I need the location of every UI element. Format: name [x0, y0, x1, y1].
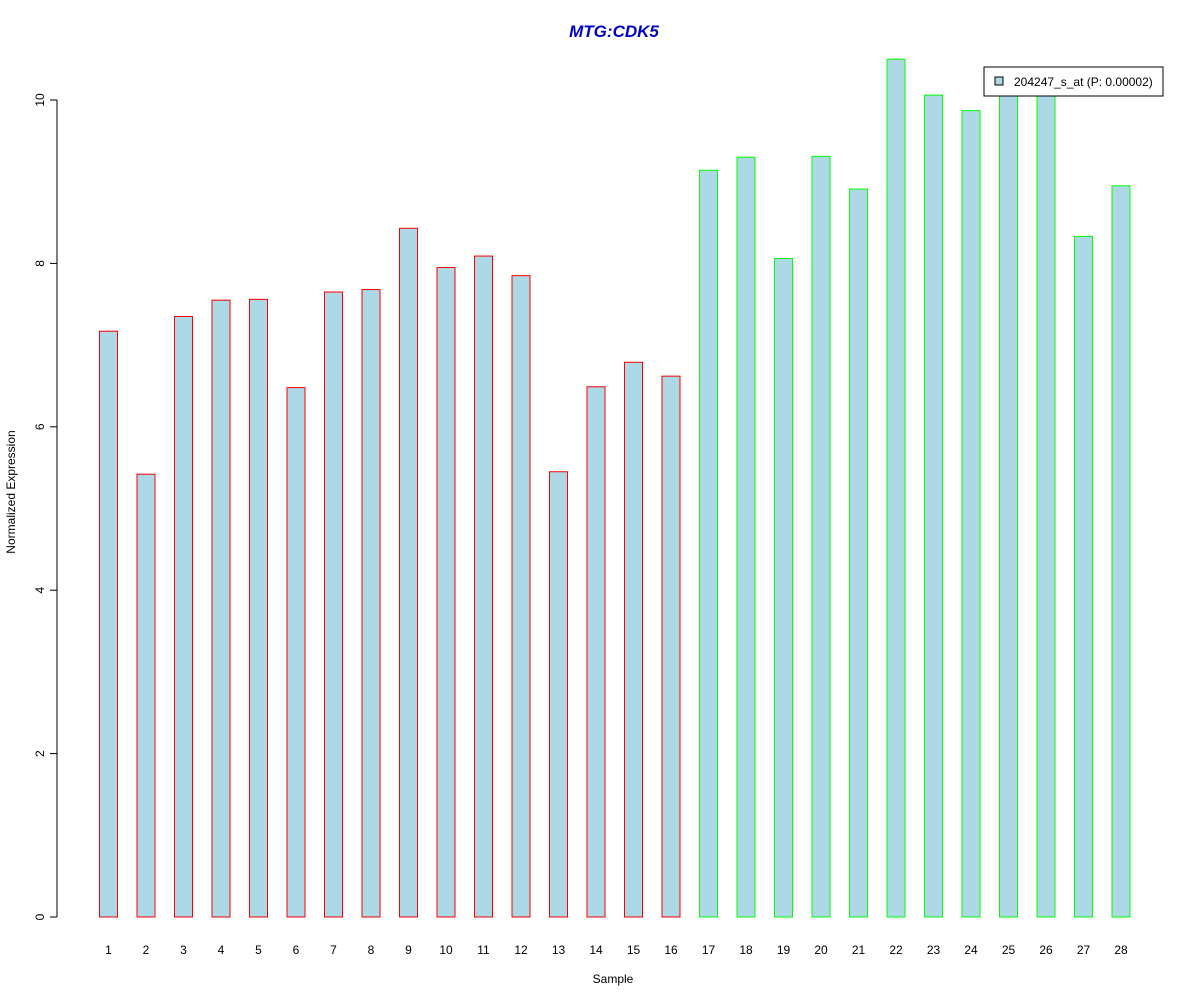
legend-box [983, 66, 1164, 97]
x-tick-label: 13 [552, 943, 566, 957]
bar-sample-21 [849, 188, 868, 918]
x-tick-label: 28 [1114, 943, 1128, 957]
y-tick-label: 8 [33, 260, 47, 267]
x-tick-label: 15 [627, 943, 641, 957]
y-tick-label: 4 [33, 587, 47, 594]
bar-sample-6 [286, 387, 306, 918]
x-tick-label: 16 [664, 943, 678, 957]
bar-sample-17 [699, 169, 718, 918]
bar-sample-12 [511, 275, 531, 918]
bar-sample-15 [624, 361, 643, 918]
bar-sample-27 [1074, 235, 1093, 918]
bar-sample-23 [924, 94, 943, 918]
x-tick-label: 9 [405, 943, 412, 957]
bar-sample-9 [399, 227, 418, 918]
bar-sample-10 [436, 266, 456, 918]
bar-sample-3 [174, 316, 193, 918]
x-axis-label: Sample [593, 972, 634, 986]
x-tick-label: 22 [889, 943, 903, 957]
bar-sample-25 [999, 91, 1018, 918]
bar-sample-11 [474, 255, 493, 918]
y-axis-label: Normalized Expression [4, 430, 18, 553]
bar-sample-26 [1036, 91, 1056, 918]
bar-sample-8 [361, 289, 381, 918]
bar-sample-14 [586, 386, 606, 918]
x-tick-label: 21 [852, 943, 866, 957]
x-tick-label: 7 [330, 943, 337, 957]
x-tick-label: 20 [814, 943, 828, 957]
x-tick-label: 24 [964, 943, 978, 957]
bars-group [99, 58, 1131, 918]
x-tick-label: 8 [368, 943, 375, 957]
bar-sample-24 [961, 110, 981, 918]
bar-sample-16 [661, 375, 681, 918]
x-tick-label: 19 [777, 943, 791, 957]
y-tick-label: 2 [33, 750, 47, 757]
bar-sample-7 [324, 291, 343, 918]
legend-swatch [994, 76, 1004, 86]
chart-title: MTG:CDK5 [569, 22, 659, 41]
y-axis: 0 2 4 6 8 10 [33, 93, 58, 920]
legend-label: 204247_s_at (P: 0.00002) [1014, 75, 1153, 89]
y-tick-label: 6 [33, 423, 47, 430]
x-tick-label: 25 [1002, 943, 1016, 957]
x-tick-label: 18 [739, 943, 753, 957]
y-tick-label: 0 [33, 913, 47, 920]
x-tick-label: 3 [180, 943, 187, 957]
bar-sample-1 [99, 330, 118, 918]
x-tick-labels: 1 2 3 4 5 6 7 8 9 10 11 12 13 14 15 16 17 18 19 20 21 22 23 24 2… [105, 943, 1128, 957]
x-tick-label: 17 [702, 943, 716, 957]
x-tick-label: 27 [1077, 943, 1091, 957]
bar-sample-20 [811, 155, 831, 918]
bar-sample-13 [549, 471, 568, 918]
x-tick-label: 26 [1039, 943, 1053, 957]
y-tick-label: 10 [33, 93, 47, 107]
x-tick-label: 1 [105, 943, 112, 957]
x-tick-label: 2 [143, 943, 150, 957]
x-tick-label: 6 [293, 943, 300, 957]
bar-sample-22 [886, 58, 906, 918]
x-tick-label: 14 [589, 943, 603, 957]
bar-sample-4 [211, 299, 231, 918]
bar-sample-5 [249, 298, 268, 918]
x-tick-label: 10 [439, 943, 453, 957]
bar-sample-18 [736, 156, 756, 918]
legend: 204247_s_at (P: 0.00002) [983, 66, 1164, 97]
bar-sample-2 [136, 473, 156, 918]
x-tick-label: 23 [927, 943, 941, 957]
x-tick-label: 11 [477, 943, 490, 957]
bar-sample-28 [1111, 185, 1131, 918]
x-tick-label: 5 [255, 943, 262, 957]
x-tick-label: 4 [218, 943, 225, 957]
bar-sample-19 [774, 257, 793, 918]
x-tick-label: 12 [514, 943, 528, 957]
